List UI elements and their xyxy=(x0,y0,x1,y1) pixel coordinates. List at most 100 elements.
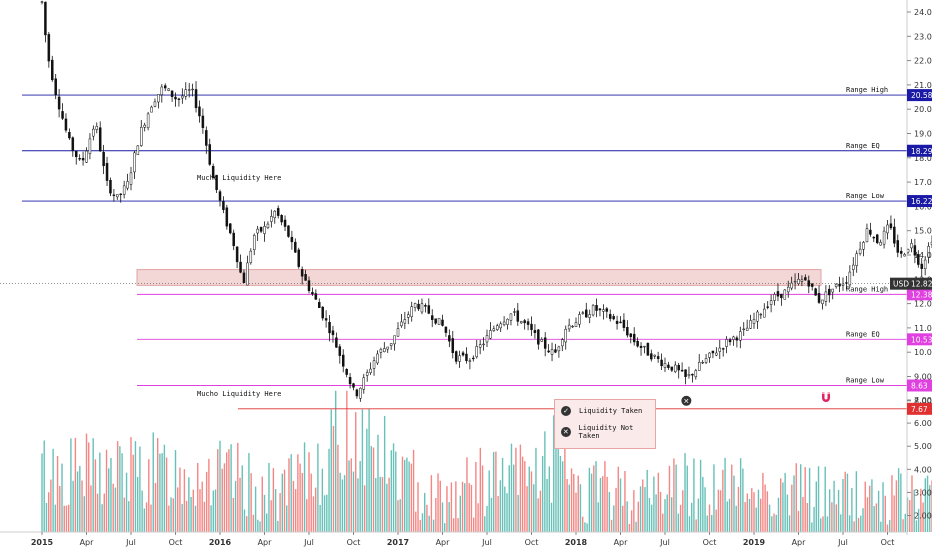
candle-body xyxy=(865,228,869,243)
volume-bar xyxy=(72,480,74,532)
volume-bar xyxy=(214,489,217,532)
candle-body xyxy=(581,312,585,314)
volume-bar xyxy=(488,470,490,532)
candle-body xyxy=(198,106,201,117)
volume-bar xyxy=(306,499,308,532)
volume-bar xyxy=(319,504,321,532)
volume-bar xyxy=(808,467,811,532)
candle-body xyxy=(68,131,71,139)
volume-bar xyxy=(475,461,477,532)
volume-bar xyxy=(786,494,789,532)
volume-bar xyxy=(430,475,433,532)
volume-bar xyxy=(279,493,281,532)
volume-bar xyxy=(410,463,413,532)
candle-body xyxy=(287,225,290,237)
volume-bar xyxy=(435,498,437,532)
volume-bar xyxy=(490,497,493,532)
volume-bar xyxy=(699,459,702,532)
candle-body xyxy=(810,283,814,287)
volume-bar xyxy=(203,501,206,532)
volume-bar xyxy=(766,491,769,532)
volume-bar xyxy=(715,509,717,532)
volume-bar xyxy=(346,390,348,532)
volume-bar xyxy=(662,513,664,532)
volume-bar xyxy=(432,519,435,532)
candle-body xyxy=(745,327,749,331)
current-price-tag-bg xyxy=(890,277,932,290)
volume-bar xyxy=(277,520,279,532)
candle-body xyxy=(297,249,300,267)
time-tick-label: Jul xyxy=(837,538,848,547)
volume-bar xyxy=(197,462,199,532)
volume-bar xyxy=(361,409,364,532)
volume-bar xyxy=(103,493,105,532)
candle-body xyxy=(184,89,188,97)
volume-bar xyxy=(866,497,869,532)
candle-body xyxy=(489,330,492,339)
price-tag-value: 16.22 xyxy=(911,197,932,206)
volume-bar xyxy=(835,504,838,532)
candle-body xyxy=(780,293,783,299)
time-tick-label: Oct xyxy=(347,538,361,547)
volume-bar xyxy=(464,483,466,532)
candle-body xyxy=(211,165,215,179)
volume-bar xyxy=(568,484,571,532)
candle-body xyxy=(482,343,485,346)
volume-bar xyxy=(415,511,417,532)
volume-bar xyxy=(375,478,377,532)
volume-bar xyxy=(363,485,366,532)
volume-bar xyxy=(125,472,128,532)
volume-bar xyxy=(52,448,54,532)
candle-body xyxy=(752,319,756,324)
volume-bar xyxy=(904,513,906,532)
candle-body xyxy=(646,343,650,356)
candlesticks xyxy=(40,0,932,402)
candle-body xyxy=(540,339,544,342)
volume-bar xyxy=(800,464,802,532)
candle-body xyxy=(554,349,557,353)
volume-bar xyxy=(174,450,177,532)
candle-body xyxy=(81,158,85,161)
candle-body xyxy=(797,279,800,284)
candle-body xyxy=(256,228,259,234)
candle-body xyxy=(526,321,530,325)
volume-bar xyxy=(780,478,782,532)
volume-bar xyxy=(143,508,146,532)
volume-bar xyxy=(61,463,63,532)
volume-bar xyxy=(517,494,519,532)
candle-body xyxy=(335,337,338,348)
candle-body xyxy=(786,286,790,293)
volume-bar xyxy=(263,494,266,532)
volume-bar xyxy=(237,442,239,532)
candle-body xyxy=(324,318,328,321)
volume-bar xyxy=(877,490,880,532)
time-axis[interactable]: 2015 Apr Jul Oct 2016 Apr Jul Oct 2017 Apr Jul Oct 2… xyxy=(31,532,895,547)
price-tick-label: 8.00 xyxy=(914,397,932,406)
candle-body xyxy=(927,246,930,258)
magnet-icon[interactable] xyxy=(820,391,832,403)
price-tag-value: 8.63 xyxy=(911,381,928,390)
volume-bar xyxy=(739,458,742,532)
volume-bar xyxy=(793,475,795,532)
volume-bar xyxy=(886,524,889,532)
candle-body xyxy=(379,349,383,353)
volume-bar xyxy=(148,459,150,532)
volume-bar xyxy=(85,433,88,532)
volume-bar xyxy=(192,489,194,532)
price-tick-label: 3.00 xyxy=(914,488,932,497)
volume-bar xyxy=(497,496,499,532)
candle-body xyxy=(588,314,591,318)
price-axis[interactable]: 24.00 23.00 22.00 21.00 20.00 19.00 18.00 17.00… xyxy=(907,8,932,521)
volume-bar xyxy=(544,431,546,532)
candle-body xyxy=(437,318,441,325)
candle-body xyxy=(639,345,643,348)
candle-body xyxy=(376,353,379,364)
volume-bar xyxy=(541,456,544,532)
volume-bar xyxy=(68,504,70,532)
candle-body xyxy=(903,254,906,257)
volume-bar xyxy=(722,469,724,532)
candle-body xyxy=(763,308,766,318)
legend-box: ✓ Liquidity Taken ✕ Liquidity Not Taken xyxy=(554,399,656,449)
volume-bar xyxy=(292,480,295,532)
